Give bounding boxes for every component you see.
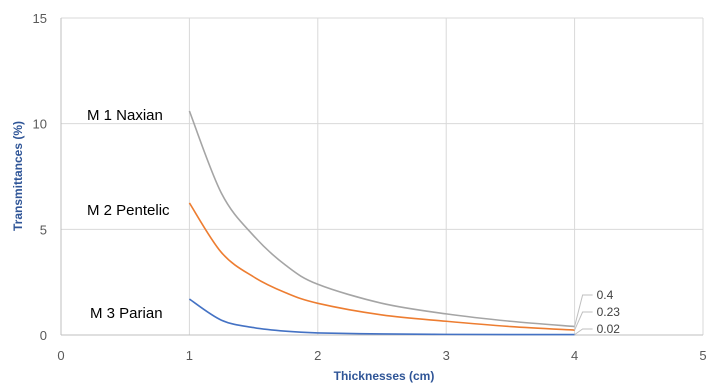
axes (60, 18, 703, 336)
x-tick-label: 1 (186, 348, 193, 363)
x-tick-label: 3 (443, 348, 450, 363)
series-name-m-1-naxian: M 1 Naxian (87, 107, 163, 124)
y-tick-label: 0 (40, 328, 47, 343)
end-label-leader (574, 294, 593, 327)
y-axis-title: Transmittances (%) (11, 121, 25, 231)
x-axis-title: Thicknesses (cm) (334, 369, 435, 383)
series-name-m-3-parian: M 3 Parian (90, 305, 163, 322)
series-line-m-1-naxian (188, 110, 575, 328)
gridlines (61, 17, 704, 335)
series-line-m-3-parian (188, 298, 575, 336)
y-tick-label: 15 (33, 11, 47, 26)
series-lines (188, 110, 575, 336)
series-name-m-2-pentelic: M 2 Pentelic (87, 202, 170, 219)
y-tick-label: 10 (33, 117, 47, 132)
end-value-label-m-2-pentelic: 0.23 (597, 305, 621, 319)
series-line-m-2-pentelic (188, 202, 575, 331)
end-value-label-m-3-parian: 0.02 (597, 322, 621, 336)
labels: 0 1 2 3 4 5 0 5 10 15 M 1 Naxian 0.4 M 2 Pentelic 0.2… (33, 11, 707, 363)
x-tick-label: 5 (699, 348, 706, 363)
x-tick-label: 2 (314, 348, 321, 363)
end-label-leader (574, 328, 593, 336)
x-tick-label: 0 (57, 348, 64, 363)
x-tick-label: 4 (571, 348, 578, 363)
y-tick-label: 5 (40, 222, 47, 237)
end-label-leader (574, 311, 593, 331)
end-value-label-m-1-naxian: 0.4 (597, 288, 614, 302)
